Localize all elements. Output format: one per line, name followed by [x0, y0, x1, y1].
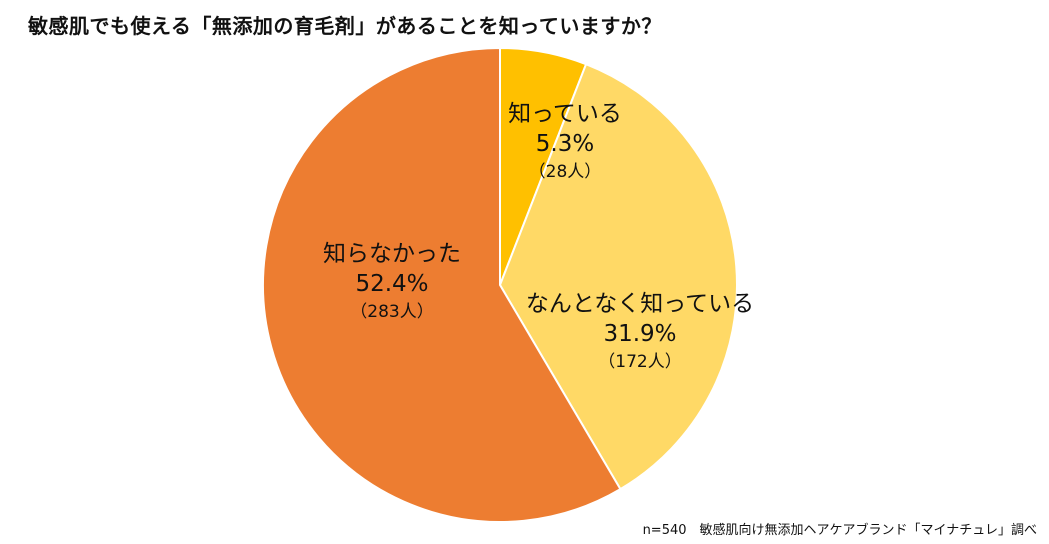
slice-category-label: 知っている: [508, 101, 622, 127]
slice-label: 知っている 5.3% （28人）: [508, 101, 622, 182]
pie-slice: [261, 46, 622, 523]
slice-category-label: なんとなく知っている: [526, 291, 754, 317]
chart-title: 敏感肌でも使える「無添加の育毛剤」があることを知っていますか？: [28, 14, 662, 38]
pie-slices: [261, 46, 738, 523]
slice-label: 知らなかった 52.4% （283人）: [323, 241, 461, 322]
pie-labels: 知っている 5.3% （28人） なんとなく知っている 31.9% （172人） 知らなかっ…: [323, 101, 754, 372]
slice-category-label: 知らなかった: [323, 241, 461, 267]
slice-percent-label: 5.3%: [536, 131, 594, 157]
slice-percent-label: 31.9%: [603, 321, 676, 347]
pie-slice: [498, 62, 738, 491]
slice-count-label: （28人）: [529, 162, 602, 182]
footnote: n=540 敏感肌向け無添加ヘアケアブランド「マイナチュレ」調べ: [642, 523, 1037, 538]
slice-label: なんとなく知っている 31.9% （172人）: [526, 291, 754, 372]
slice-percent-label: 52.4%: [355, 271, 428, 297]
slice-count-label: （172人）: [598, 352, 681, 372]
slice-count-label: （283人）: [350, 302, 433, 322]
